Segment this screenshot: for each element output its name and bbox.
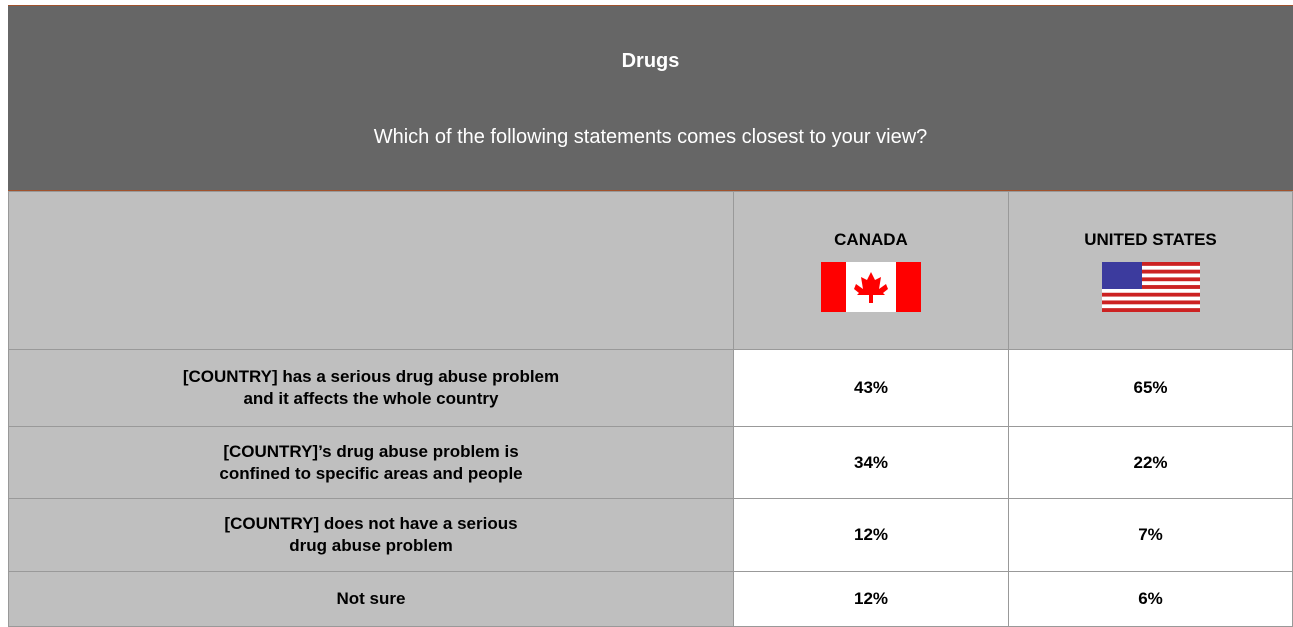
label-line: [COUNTRY] does not have a serious (224, 514, 518, 533)
table-body: CANADA UNITED STATES [COUNTRY] has a ser… (8, 191, 1293, 627)
data-row: [COUNTRY] has a serious drug abuse probl… (8, 349, 1293, 427)
stripe (1101, 285, 1200, 290)
row-label: Not sure (8, 571, 734, 627)
label-line: Not sure (336, 589, 406, 608)
stripe (1101, 265, 1200, 270)
canton (1101, 262, 1142, 289)
header-row: CANADA UNITED STATES (8, 191, 1293, 350)
data-row: Not sure 12% 6% (8, 571, 1293, 627)
column-header: UNITED STATES (1008, 191, 1293, 350)
stripe (1101, 288, 1200, 293)
us-flag (1101, 262, 1200, 313)
column-header: CANADA (733, 191, 1009, 350)
results-table: CANADA UNITED STATES [COUNTRY] has a ser… (8, 191, 1293, 627)
header: Drugs Which of the following statements … (8, 5, 1293, 191)
slide: Drugs Which of the following statements … (8, 5, 1293, 627)
stripe (1101, 269, 1200, 274)
canada-flag (821, 262, 921, 312)
value-cell: 6% (1008, 571, 1293, 627)
stripe (1101, 262, 1200, 267)
stripe (1101, 292, 1200, 297)
value-cell: 65% (1008, 349, 1293, 427)
value-cell: 22% (1008, 426, 1293, 499)
row-label: [COUNTRY] does not have a serious drug ab… (8, 498, 734, 572)
column-name: UNITED STATES (1084, 230, 1217, 249)
stripe (1101, 277, 1200, 282)
value-cell: 43% (733, 349, 1009, 427)
data-row: [COUNTRY] does not have a serious drug ab… (8, 498, 1293, 572)
row-label: [COUNTRY] has a serious drug abuse probl… (8, 349, 734, 427)
stripe (1101, 308, 1200, 313)
row-label: [COUNTRY]’s drug abuse problem is confine… (8, 426, 734, 499)
stripe (1101, 300, 1200, 305)
stripe (1101, 281, 1200, 286)
value-cell: 7% (1008, 498, 1293, 572)
label-line: [COUNTRY]’s drug abuse problem is (223, 441, 519, 461)
value-cell: 34% (733, 426, 1009, 499)
column-name: CANADA (834, 230, 908, 249)
label-line: drug abuse problem (289, 536, 453, 555)
value-cell: 12% (733, 571, 1009, 627)
stripe (1101, 304, 1200, 309)
stripe (1101, 296, 1200, 301)
label-line: confined to specific areas and people (219, 463, 523, 483)
data-row: [COUNTRY]’s drug abuse problem is confine… (8, 426, 1293, 499)
corner-cell (8, 191, 734, 350)
label-line: [COUNTRY] has a serious drug abuse probl… (182, 367, 560, 386)
subtitle: Which of the following statements comes … (373, 126, 928, 148)
label-line: and it affects the whole country (243, 389, 499, 408)
title: Drugs (621, 50, 680, 72)
value-cell: 12% (733, 498, 1009, 572)
stripe (1101, 273, 1200, 278)
